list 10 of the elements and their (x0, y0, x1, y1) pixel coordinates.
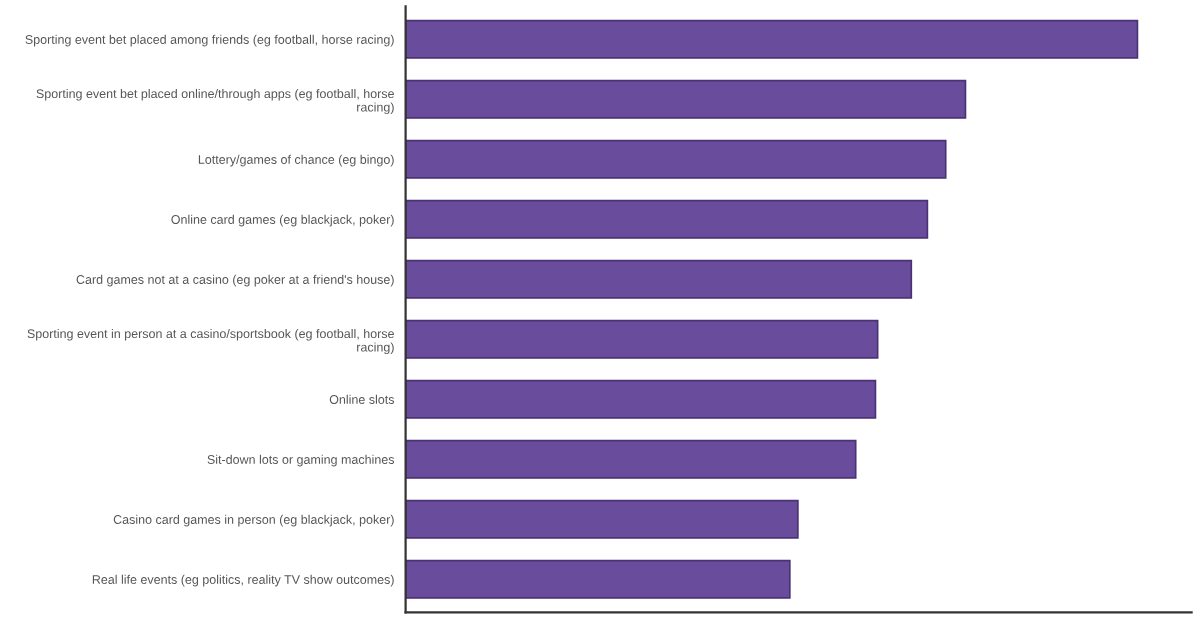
bar (405, 19, 1139, 59)
bar (405, 319, 879, 359)
bar (405, 439, 857, 479)
bar (405, 499, 799, 539)
bar (405, 559, 791, 599)
bar (405, 199, 929, 239)
bar (405, 139, 947, 179)
bar (405, 259, 913, 299)
bar (405, 379, 877, 419)
bar (405, 79, 967, 119)
